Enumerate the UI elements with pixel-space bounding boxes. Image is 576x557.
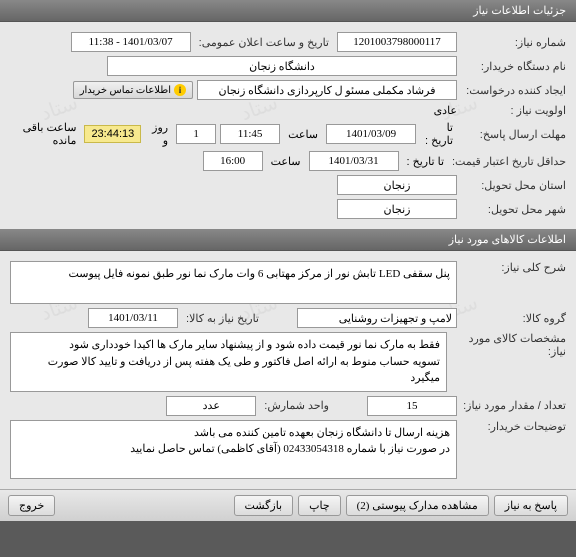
- input-requester[interactable]: [197, 80, 457, 100]
- label-notes: توضیحات خریدار:: [461, 420, 566, 433]
- label-deadline-time: ساعت: [284, 128, 322, 141]
- input-need-date[interactable]: [88, 308, 178, 328]
- row-notes: توضیحات خریدار:: [10, 420, 566, 480]
- label-unit: واحد شمارش:: [260, 399, 333, 412]
- section-header-details: جزئیات اطلاعات نیاز: [0, 0, 576, 22]
- countdown-timer: 23:44:13: [84, 125, 141, 143]
- goods-content: شرح کلی نیاز: گروه کالا: تاریخ نیاز به ک…: [0, 251, 576, 489]
- section-header-goods: اطلاعات کالاهای مورد نیاز: [0, 229, 576, 251]
- details-content: شماره نیاز: تاریخ و ساعت اعلان عمومی: نا…: [0, 22, 576, 229]
- row-priority: اولویت نیاز : عادی: [10, 104, 566, 117]
- row-validity: حداقل تاریخ اعتبار قیمت: تا تاریخ : ساعت: [10, 151, 566, 171]
- input-announce[interactable]: [71, 32, 191, 52]
- refresh-button[interactable]: بازگشت: [234, 495, 294, 516]
- input-validity-time[interactable]: [203, 151, 263, 171]
- label-need-date: تاریخ نیاز به کالا:: [182, 312, 263, 325]
- input-unit[interactable]: [166, 396, 256, 416]
- row-province: استان محل تحویل:: [10, 175, 566, 195]
- attachments-button[interactable]: مشاهده مدارک پیوستی (2): [346, 495, 489, 516]
- label-specs: مشخصات کالای مورد نیاز:: [451, 332, 566, 358]
- label-desc: شرح کلی نیاز:: [461, 261, 566, 274]
- input-group[interactable]: [297, 308, 457, 328]
- textarea-specs[interactable]: [10, 332, 447, 392]
- input-qty[interactable]: [367, 396, 457, 416]
- contact-info-button[interactable]: i اطلاعات تماس خریدار: [73, 81, 193, 99]
- row-qty: تعداد / مقدار مورد نیاز: واحد شمارش:: [10, 396, 566, 416]
- input-validity-date[interactable]: [309, 151, 399, 171]
- label-validity-time: ساعت: [267, 155, 305, 168]
- input-deadline-time[interactable]: [220, 124, 280, 144]
- input-province[interactable]: [337, 175, 457, 195]
- value-priority: عادی: [434, 104, 457, 117]
- print-button[interactable]: چاپ: [298, 495, 341, 516]
- details-panel: جزئیات اطلاعات نیاز شماره نیاز: تاریخ و …: [0, 0, 576, 521]
- textarea-desc[interactable]: [10, 261, 457, 304]
- label-days: روز و: [145, 121, 172, 147]
- label-buyer: نام دستگاه خریدار:: [461, 60, 566, 73]
- reply-button[interactable]: پاسخ به نیاز: [494, 495, 568, 516]
- row-need-number: شماره نیاز: تاریخ و ساعت اعلان عمومی:: [10, 32, 566, 52]
- input-need-number[interactable]: [337, 32, 457, 52]
- row-buyer: نام دستگاه خریدار:: [10, 56, 566, 76]
- row-desc: شرح کلی نیاز:: [10, 261, 566, 304]
- label-city: شهر محل تحویل:: [461, 203, 566, 216]
- label-deadline: مهلت ارسال پاسخ:: [461, 128, 566, 141]
- label-priority: اولویت نیاز :: [461, 104, 566, 117]
- row-group: گروه کالا: تاریخ نیاز به کالا:: [10, 308, 566, 328]
- label-qty: تعداد / مقدار مورد نیاز:: [461, 399, 566, 412]
- exit-button[interactable]: خروج: [8, 495, 55, 516]
- row-requester: ایجاد کننده درخواست: i اطلاعات تماس خرید…: [10, 80, 566, 100]
- info-icon: i: [174, 84, 186, 96]
- contact-btn-label: اطلاعات تماس خریدار: [80, 85, 171, 96]
- input-buyer[interactable]: [107, 56, 457, 76]
- label-group: گروه کالا:: [461, 312, 566, 325]
- row-city: شهر محل تحویل:: [10, 199, 566, 219]
- textarea-notes[interactable]: [10, 420, 457, 480]
- label-need-number: شماره نیاز:: [461, 36, 566, 49]
- row-deadline: مهلت ارسال پاسخ: تا تاریخ : ساعت روز و 2…: [10, 121, 566, 147]
- label-province: استان محل تحویل:: [461, 179, 566, 192]
- label-remain: ساعت باقی مانده: [10, 121, 80, 147]
- input-days-remain[interactable]: [176, 124, 216, 144]
- label-validity-to: تا تاریخ :: [403, 155, 448, 168]
- footer-toolbar: پاسخ به نیاز مشاهده مدارک پیوستی (2) چاپ…: [0, 489, 576, 521]
- label-requester: ایجاد کننده درخواست:: [461, 84, 566, 97]
- input-city[interactable]: [337, 199, 457, 219]
- label-announce: تاریخ و ساعت اعلان عمومی:: [195, 36, 333, 49]
- toolbar-spacer: [60, 495, 228, 516]
- label-to-date: تا تاریخ :: [420, 121, 457, 147]
- label-validity: حداقل تاریخ اعتبار قیمت:: [452, 155, 566, 168]
- input-deadline-date[interactable]: [326, 124, 416, 144]
- row-specs: مشخصات کالای مورد نیاز:: [10, 332, 566, 392]
